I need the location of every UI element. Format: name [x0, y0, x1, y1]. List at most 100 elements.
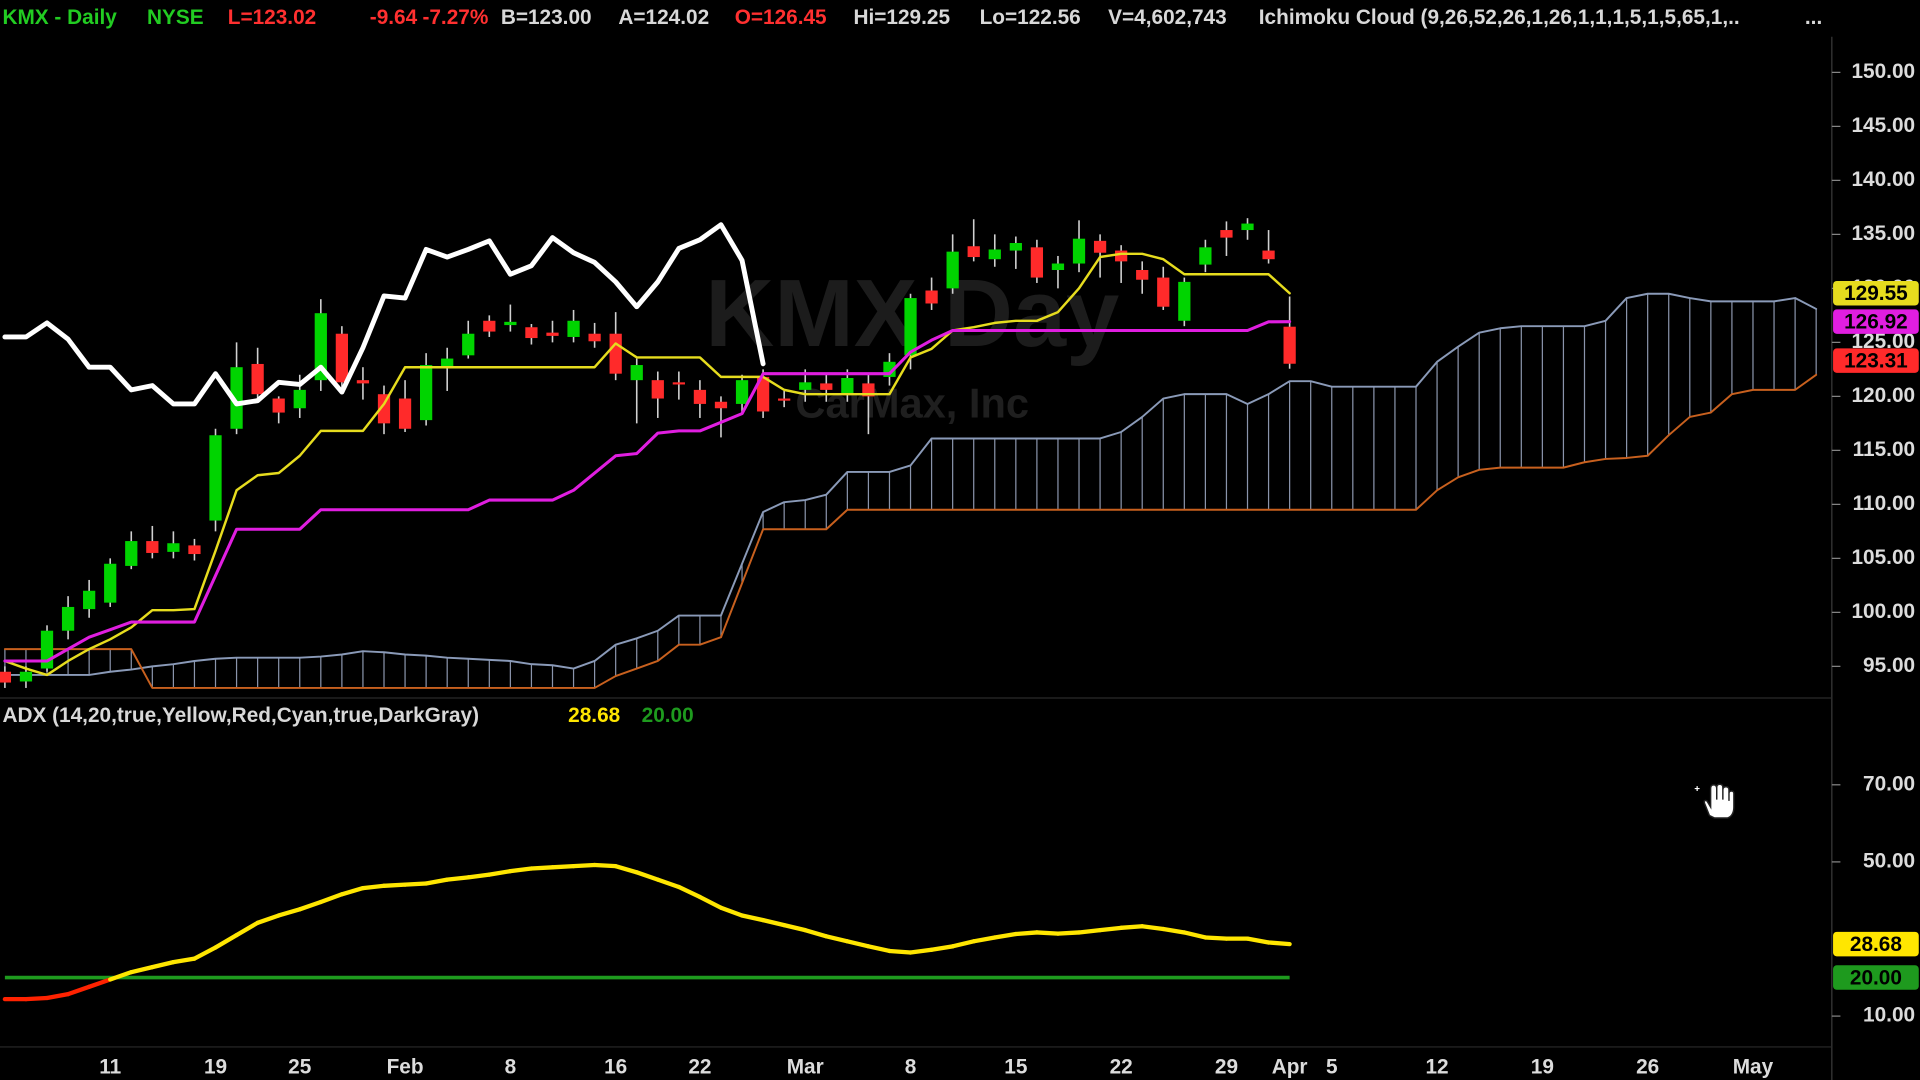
header-item: ...: [1805, 6, 1822, 29]
candle-body: [1136, 270, 1149, 280]
adx-segment: [108, 970, 134, 982]
adx-segment: [1118, 924, 1145, 930]
adx-segment: [171, 956, 197, 965]
header-item: L=123.02: [228, 6, 316, 29]
y-tick-label: 145.00: [1851, 114, 1915, 137]
candle-body: [314, 313, 327, 381]
adx-segment: [423, 877, 450, 886]
candle-body: [988, 249, 1001, 260]
y-tick-label: 135.00: [1851, 222, 1915, 245]
candle-body: [209, 435, 222, 521]
adx-segment: [1034, 930, 1061, 936]
header-item: NYSE: [147, 6, 204, 29]
candle-body: [841, 378, 854, 395]
x-tick-label: 29: [1215, 1055, 1238, 1078]
adx-segment: [44, 991, 71, 1001]
adx-segment: [1161, 926, 1187, 935]
header-item: B=123.00: [501, 6, 592, 29]
candle-body: [1178, 281, 1191, 321]
x-tick-label: 19: [1531, 1055, 1554, 1078]
adx-segment: [150, 959, 176, 970]
adx-segment: [318, 892, 345, 905]
header-item: Lo=122.56: [980, 6, 1081, 29]
x-tick-label: 15: [1004, 1055, 1027, 1078]
candle-body: [588, 333, 601, 342]
candle-body: [546, 332, 559, 336]
adx-segment: [381, 882, 408, 888]
candle-body: [1262, 250, 1275, 260]
candle-body: [167, 543, 180, 552]
header-item: O=126.45: [735, 6, 827, 29]
y-tick-label: 140.00: [1851, 168, 1915, 191]
adx-segment: [760, 917, 787, 928]
header-item: Ichimoku Cloud (9,26,52,26,1,26,1,1,1,5,…: [1259, 6, 1740, 29]
tenkan-line: [3, 252, 1291, 677]
candle-body: [925, 290, 938, 304]
adx-segment: [634, 870, 660, 882]
watermark-company: CarMax, Inc: [795, 380, 1029, 427]
candle-body: [83, 590, 96, 610]
adx-segment: [402, 881, 429, 887]
value-badge-label: 129.55: [1844, 282, 1908, 305]
adx-segment: [550, 864, 576, 870]
indicator-readout: 28.68: [568, 704, 620, 727]
x-tick-label: 5: [1326, 1055, 1338, 1078]
header-item: Hi=129.25: [853, 6, 950, 29]
adx-segment: [65, 984, 92, 997]
candle-body: [799, 382, 812, 390]
y-tick-label: 10.00: [1863, 1004, 1915, 1027]
header-item: -7.27%: [422, 6, 488, 29]
candle-body: [693, 389, 707, 404]
candle-body: [1283, 326, 1296, 364]
candle-body: [1093, 240, 1107, 253]
x-tick-label: 25: [288, 1055, 311, 1078]
x-tick-label: Feb: [387, 1055, 424, 1078]
adx-segment: [297, 899, 323, 912]
adx-segment: [276, 907, 302, 918]
adx-segment: [1266, 940, 1292, 947]
candle-body: [251, 363, 264, 395]
candle-body: [483, 320, 496, 332]
candle-body: [40, 630, 54, 669]
y-tick-label: 95.00: [1863, 654, 1915, 677]
adx-segment: [445, 875, 471, 882]
candle-body: [967, 246, 980, 258]
candle-body: [356, 380, 370, 384]
candle-body: [1220, 230, 1233, 238]
candle-body: [1009, 243, 1022, 251]
candle-body: [188, 545, 201, 555]
y-tick-label: 120.00: [1851, 384, 1915, 407]
header-item: V=4,602,743: [1108, 6, 1227, 29]
adx-segment: [803, 927, 829, 939]
candle-body: [904, 298, 917, 356]
x-tick-label: 16: [604, 1055, 627, 1078]
adx-segment: [255, 913, 281, 925]
candle-body: [146, 541, 159, 553]
x-tick-label: 11: [99, 1055, 121, 1078]
adx-segment: [466, 872, 492, 880]
adx-segment: [1182, 930, 1208, 940]
x-tick-label: 8: [505, 1055, 517, 1078]
adx-segment: [1140, 924, 1166, 932]
senkou-span-b: [3, 373, 1818, 689]
adx-segment: [992, 931, 1018, 940]
adx-segment: [887, 948, 913, 955]
candle-body: [61, 606, 75, 631]
candle-body: [125, 541, 138, 566]
adx-segment: [1245, 936, 1271, 945]
candle-body: [19, 671, 33, 682]
adx-segment: [1203, 935, 1229, 941]
candle-body: [630, 365, 643, 381]
adx-segment: [971, 935, 997, 944]
candle-body: [377, 394, 391, 424]
candle-body: [462, 333, 475, 356]
candle-body: [778, 398, 791, 401]
candle-body: [820, 383, 833, 390]
candle-body: [567, 320, 580, 337]
candle-body: [1072, 238, 1086, 264]
adx-segment: [592, 862, 618, 869]
adx-segment: [908, 947, 934, 955]
candle-body: [504, 321, 517, 326]
adx-segment: [23, 995, 50, 1002]
